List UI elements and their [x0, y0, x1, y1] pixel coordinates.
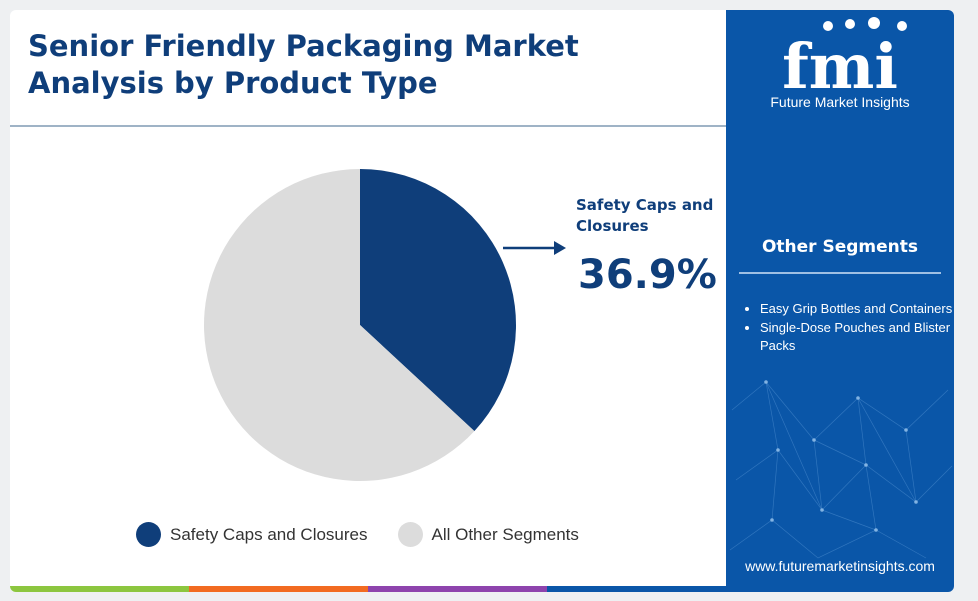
bottom-color-bar	[10, 586, 726, 592]
fmi-logo-mark-icon: fmi	[782, 17, 907, 103]
sidebar: fmi Future Market Insights Other Segment…	[726, 10, 954, 592]
bottom-bar-segment	[368, 586, 547, 592]
legend-swatch	[136, 522, 161, 547]
chart-card: Senior Friendly Packaging Market Analysi…	[10, 10, 954, 592]
other-segments-list: Easy Grip Bottles and Containers Single-…	[742, 300, 954, 356]
page-title: Senior Friendly Packaging Market Analysi…	[28, 29, 579, 100]
legend-item: All Other Segments	[397, 522, 579, 547]
legend-label: All Other Segments	[431, 524, 579, 544]
legend-item: Safety Caps and Closures	[136, 522, 368, 547]
callout-value: 36.9%	[578, 252, 717, 298]
callout-label: Safety Caps and Closures	[576, 196, 714, 235]
legend-swatch	[397, 522, 423, 547]
other-segments-title: Other Segments	[761, 237, 919, 257]
legend-label: Safety Caps and Closures	[170, 524, 368, 544]
fmi-logo-letters: fmi	[782, 30, 898, 94]
other-segment-item: Single-Dose Pouches and Blister Packs	[760, 319, 954, 355]
other-segment-item: Easy Grip Bottles and Containers	[760, 300, 954, 318]
pie-chart	[204, 169, 566, 481]
bottom-bar-segment	[10, 586, 189, 592]
fmi-logo: fmi Future Market Insights	[726, 10, 954, 120]
pie-slice-all-other-segments	[204, 169, 475, 481]
callout-arrow-head-icon	[554, 241, 566, 255]
bottom-bar-segment	[189, 586, 368, 592]
brand-name: Future Market Insights	[770, 94, 910, 110]
network-background	[729, 380, 953, 559]
chart-legend: Safety Caps and Closures All Other Segmen…	[136, 522, 609, 547]
bottom-bar-segment	[547, 586, 726, 592]
other-segments-divider	[739, 272, 941, 274]
title-divider	[10, 125, 726, 127]
pie-slices	[204, 169, 516, 481]
website-link[interactable]: www.futuremarketinsights.com	[745, 558, 935, 574]
pie-slice-safety-caps-and-closures	[360, 169, 516, 432]
